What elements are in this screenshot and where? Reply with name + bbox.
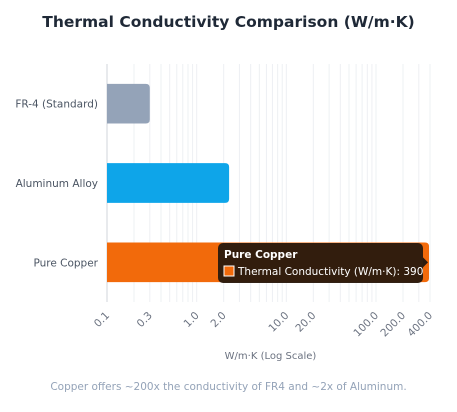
tooltip: Pure Copper Thermal Conductivity (W/m·K):… [218,243,428,283]
x-tick-label: 400.0 [405,310,435,340]
x-tick-label: 100.0 [351,310,381,340]
tooltip-swatch [223,265,235,277]
tooltip-title: Pure Copper [224,249,298,261]
tooltip-caret [423,257,428,268]
x-tick-label: 0.3 [135,310,155,330]
x-tick-label: 0.1 [92,310,112,330]
tooltip-box [218,243,423,283]
bar-fr-4-standard [107,83,150,124]
x-tick-label: 200.0 [378,310,408,340]
bar-aluminum-alloy [107,163,230,203]
tooltip-label: Thermal Conductivity (W/m·K): 390 [237,266,423,278]
x-tick-label: 1.0 [181,310,201,330]
category-label: Pure Copper [33,257,98,269]
x-axis-title: W/m·K (Log Scale) [225,351,317,362]
chart-title: Thermal Conductivity Comparison (W/m·K) [42,13,415,31]
x-tick-label: 20.0 [293,310,318,335]
category-labels: FR-4 (Standard) Aluminum Alloy Pure Copper [15,99,98,270]
chart-caption: Copper offers ~200x the conductivity of … [50,381,407,393]
category-label: Aluminum Alloy [16,178,98,190]
x-tick-label: 10.0 [266,310,291,335]
category-label: FR-4 (Standard) [15,99,98,111]
x-tick-label: 2.0 [208,310,228,330]
